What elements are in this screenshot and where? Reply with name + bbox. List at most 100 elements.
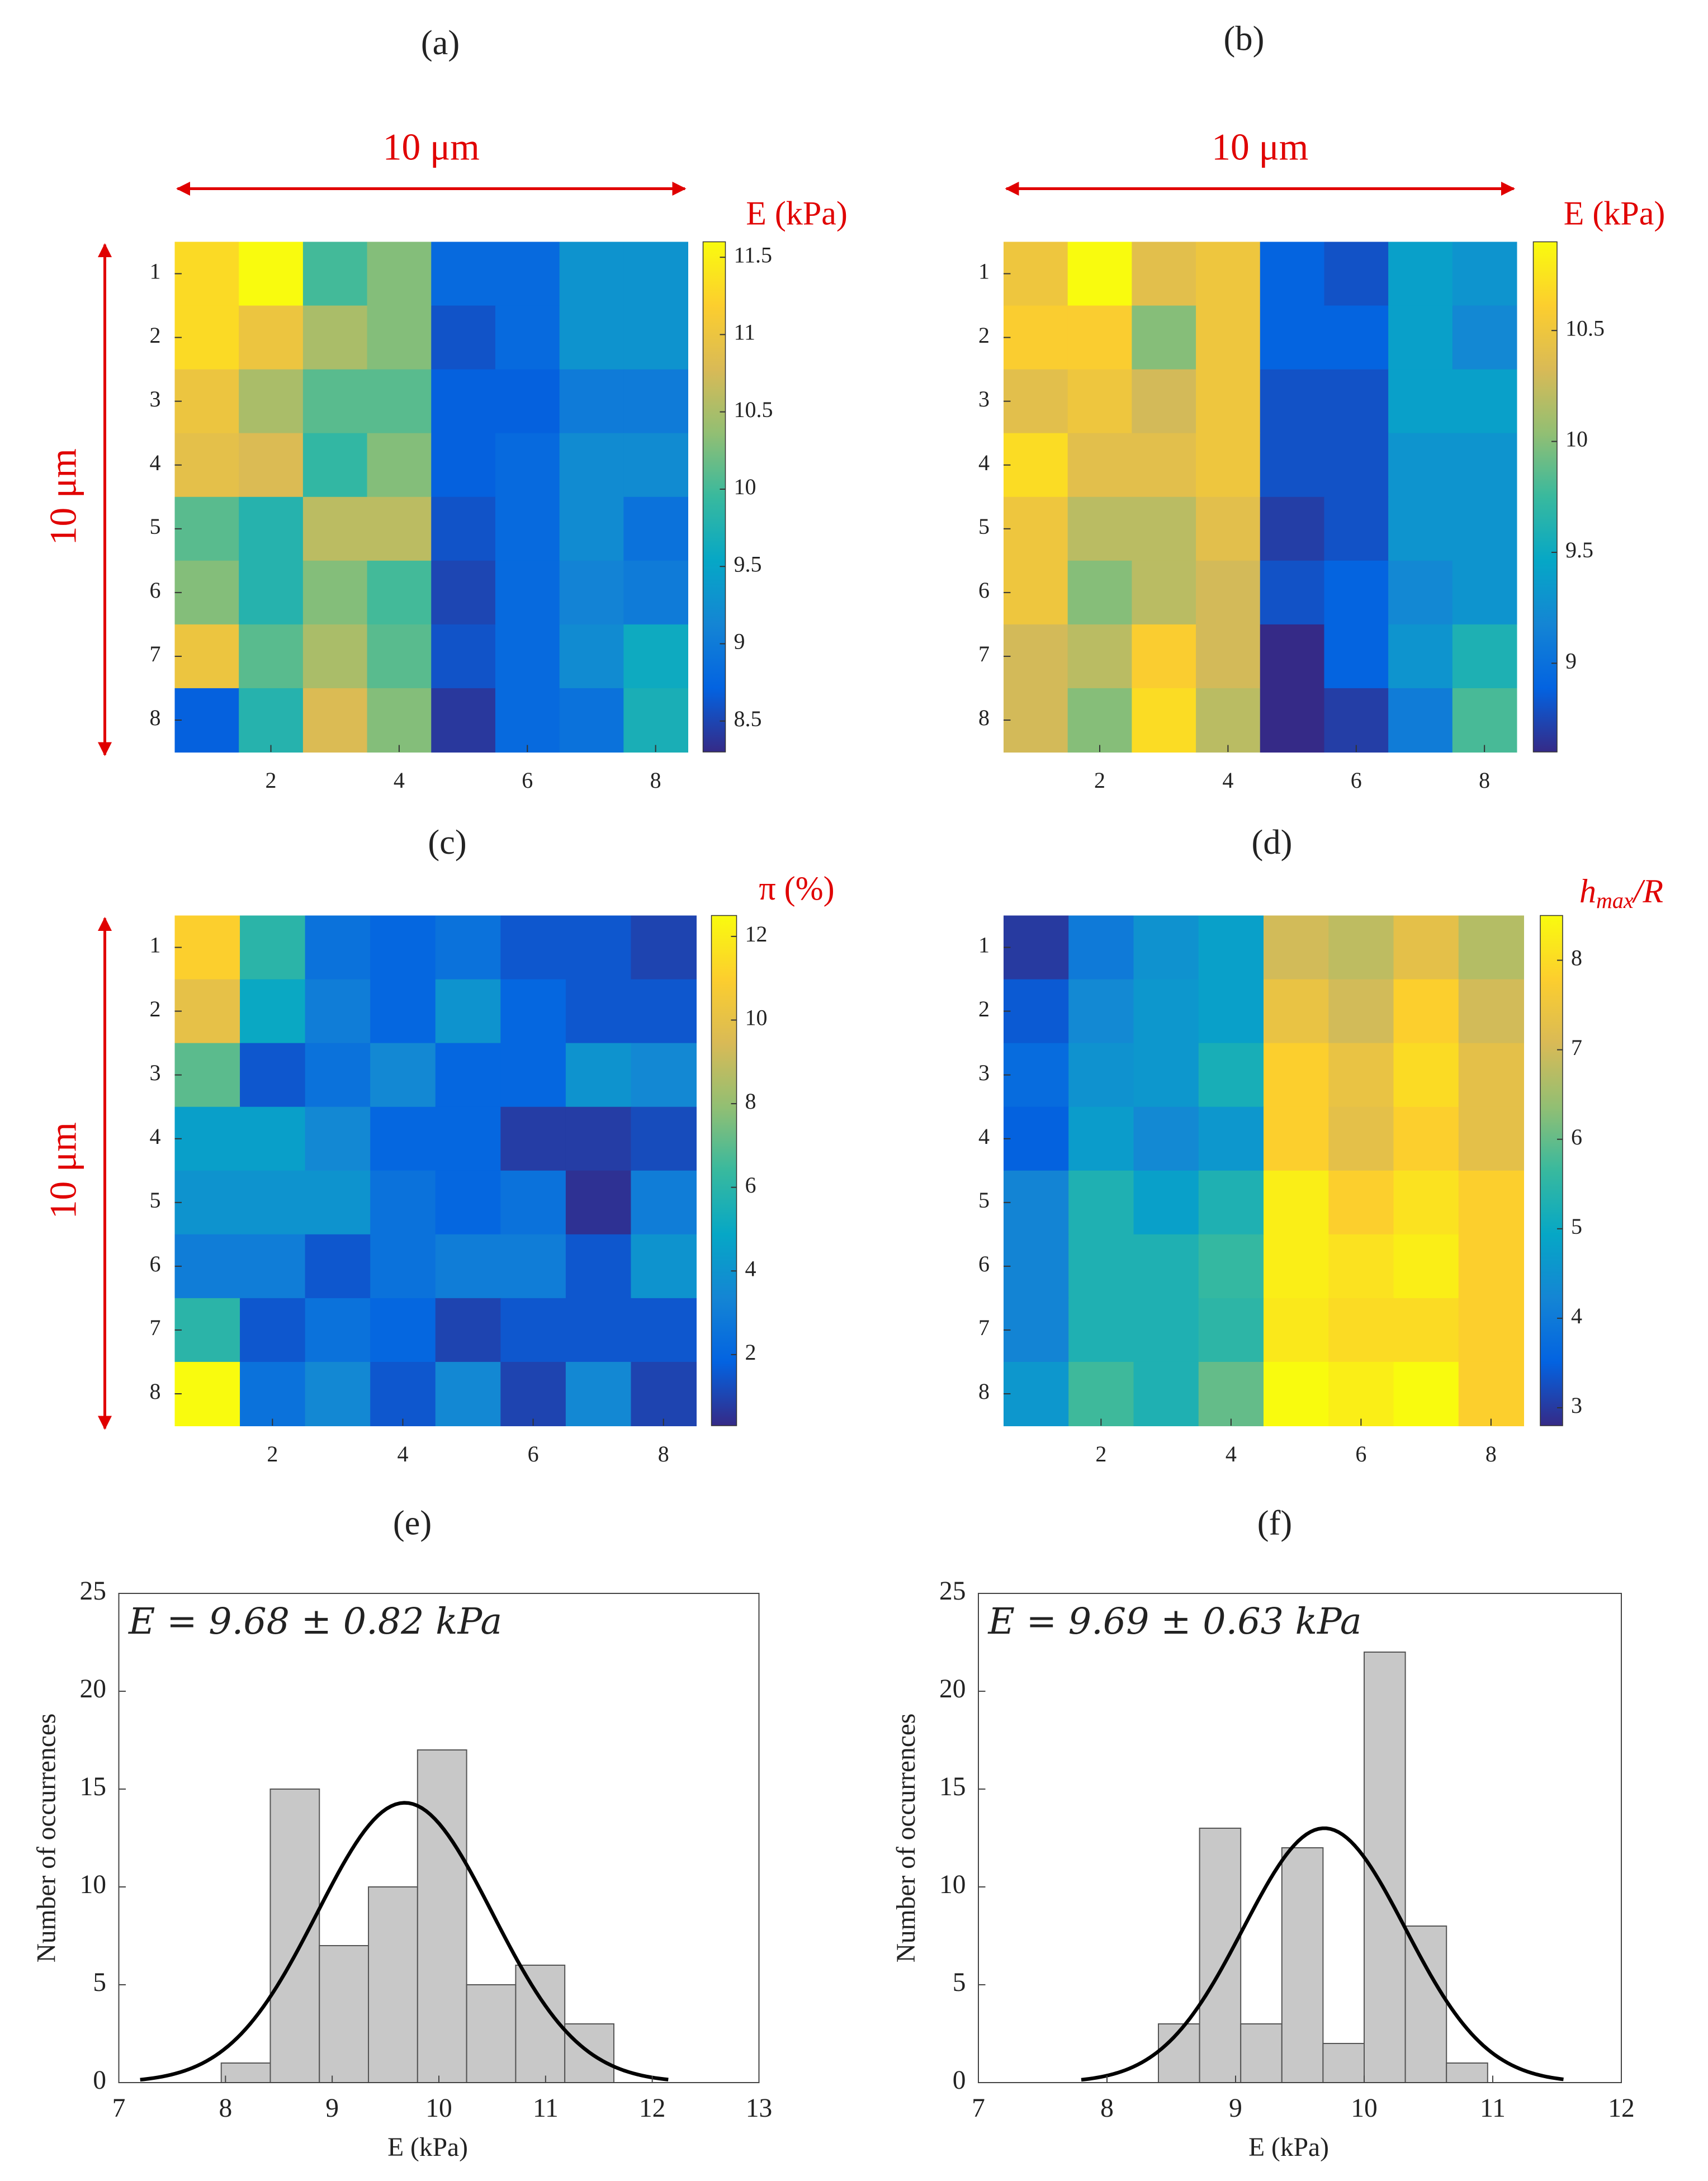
heatmap-cell [1133, 1043, 1199, 1108]
heatmap-cell [1264, 1234, 1330, 1299]
panel-title: (f) [1257, 1503, 1292, 1542]
fit-annotation: E = 9.69 ± 0.63 kPa [988, 1601, 1362, 1643]
heatmap-cell [1452, 496, 1517, 561]
heatmap-cell [1260, 433, 1325, 498]
heatmap-cell [1388, 624, 1453, 689]
x-tick-label: 11 [1480, 2094, 1506, 2123]
heatmap-cell [1004, 979, 1070, 1044]
heatmap-cell [1458, 1234, 1524, 1299]
heatmap-cell [240, 915, 306, 980]
x-tick-label: 6 [1355, 1441, 1366, 1466]
heatmap-cell [1264, 1106, 1330, 1171]
heatmap-cell [1004, 433, 1068, 498]
heatmap-cell [495, 369, 560, 434]
heatmap-cell [240, 1106, 306, 1171]
heatmap-cell [435, 1043, 501, 1108]
y-tick-label: 20 [80, 1674, 107, 1704]
heatmap-cell [305, 1170, 371, 1235]
heatmap-cell [631, 1106, 697, 1171]
colorbar-tick-label: 10 [745, 1005, 768, 1030]
fit-annotation: E = 9.68 ± 0.82 kPa [128, 1601, 502, 1643]
heatmap-cell [1328, 1170, 1394, 1235]
y-tick-label: 25 [939, 1577, 966, 1606]
heatmap-cell [305, 915, 371, 980]
x-tick-label: 10 [425, 2094, 452, 2123]
heatmap-cell [1452, 688, 1517, 753]
y-tick-label: 0 [953, 2066, 966, 2095]
heatmap-cell [1328, 915, 1394, 980]
panel-title: (c) [428, 822, 466, 862]
heatmap-cell [623, 496, 688, 561]
bar [1281, 1847, 1324, 2083]
heatmap-cell [1068, 1170, 1134, 1235]
heatmap-cell [1068, 915, 1134, 980]
heatmap-cell [1260, 369, 1325, 434]
heatmap-cell [495, 624, 560, 689]
y-tick-label: 2 [978, 996, 990, 1021]
heatmap-cell [1068, 1298, 1134, 1362]
heatmap-cell [1132, 369, 1197, 434]
colorbar-tick-label: 2 [745, 1340, 756, 1365]
heatmap-cell [565, 1043, 632, 1108]
heatmap-cell [435, 915, 501, 980]
heatmap-cell [1198, 1106, 1264, 1171]
heatmap-cell [302, 624, 368, 689]
heatmap-cell [174, 305, 240, 370]
heatmap-cell [370, 979, 436, 1044]
heatmap-cell [623, 242, 688, 306]
y-tick-label: 15 [939, 1772, 966, 1801]
heatmap-cell [500, 1298, 566, 1362]
heatmap-cell [240, 1170, 306, 1235]
heatmap-cell [1133, 1170, 1199, 1235]
heatmap-cell [559, 433, 624, 498]
heatmap-cell [370, 1298, 436, 1362]
colorbar [711, 915, 737, 1426]
y-tick-label: 5 [953, 1968, 966, 1997]
heatmap-cell [559, 624, 624, 689]
heatmap-cell [174, 1170, 241, 1235]
heatmap-cell [174, 560, 240, 625]
heatmap-cell [1393, 1043, 1459, 1108]
heatmap-cell [1393, 1361, 1459, 1426]
heatmap-cell [1196, 242, 1261, 306]
heatmap-cell [500, 1234, 566, 1299]
heatmap-cell [1328, 1234, 1394, 1299]
heatmap-cell [1133, 1298, 1199, 1362]
heatmap-cell [1004, 915, 1070, 980]
bar [1446, 2062, 1488, 2083]
heatmap-cell [174, 1298, 241, 1362]
x-tick-label: 12 [1608, 2094, 1635, 2123]
heatmap-cell [559, 560, 624, 625]
heatmap-cell [631, 1234, 697, 1299]
heatmap-cell [495, 242, 560, 306]
heatmap-cell [500, 1361, 566, 1426]
heatmap-cell [1198, 1170, 1264, 1235]
heatmap-cell [559, 305, 624, 370]
bar [1240, 2023, 1283, 2083]
scale-label: 10 μm [383, 126, 480, 168]
x-tick-label: 9 [325, 2094, 339, 2123]
colorbar-tick-label: 5 [1571, 1214, 1582, 1239]
heatmap-cell [1132, 305, 1197, 370]
x-tick-label: 11 [533, 2094, 559, 2123]
scale-label: 10 μm [1212, 126, 1308, 168]
y-tick-label: 2 [150, 323, 161, 348]
heatmap-cell [623, 624, 688, 689]
heatmap-cell [495, 496, 560, 561]
y-tick-label: 4 [150, 1124, 161, 1149]
heatmap-cell [1133, 915, 1199, 980]
x-tick-label: 4 [394, 768, 405, 793]
heatmap-cell [1393, 1298, 1459, 1362]
heatmap-cell [1004, 560, 1068, 625]
colorbar-tick-label: 9 [1565, 648, 1577, 673]
colorbar [702, 241, 726, 753]
heatmap-cell [431, 560, 496, 625]
heatmap-cell [495, 688, 560, 753]
bar [368, 1886, 418, 2083]
colorbar-tick-label: 6 [745, 1172, 756, 1198]
heatmap-cell [631, 979, 697, 1044]
y-tick-label: 3 [150, 1060, 161, 1085]
heatmap-cell [305, 979, 371, 1044]
x-tick-label: 10 [1351, 2094, 1378, 2123]
y-axis-label: Number of occurrences [892, 1714, 921, 1963]
